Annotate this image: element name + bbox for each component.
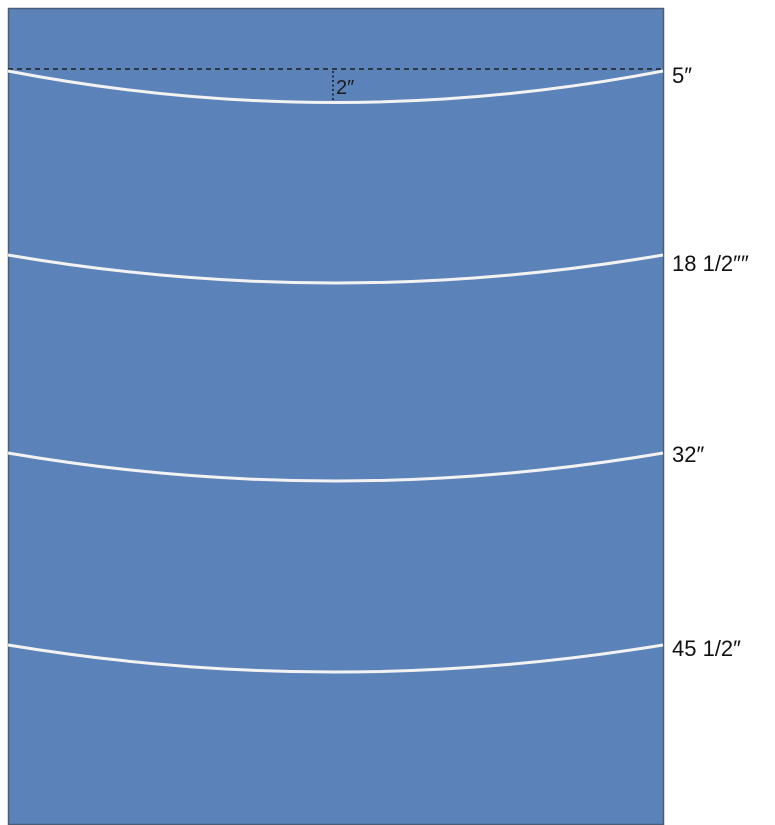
curve-line-32	[7, 451, 664, 483]
curve-label-5: 5″	[672, 63, 692, 88]
curve-label-32: 32″	[672, 442, 704, 467]
curve-label-18-1-2: 18 1/2″″	[672, 251, 749, 276]
curve-line-5	[7, 69, 664, 104]
curve-label-45-1-2: 45 1/2″	[672, 636, 741, 661]
depth-label: 2″	[336, 77, 354, 99]
curve-line-18-1-2	[7, 253, 664, 285]
fabric-panel	[7, 7, 665, 825]
curve-line-45-1-2	[7, 643, 664, 674]
